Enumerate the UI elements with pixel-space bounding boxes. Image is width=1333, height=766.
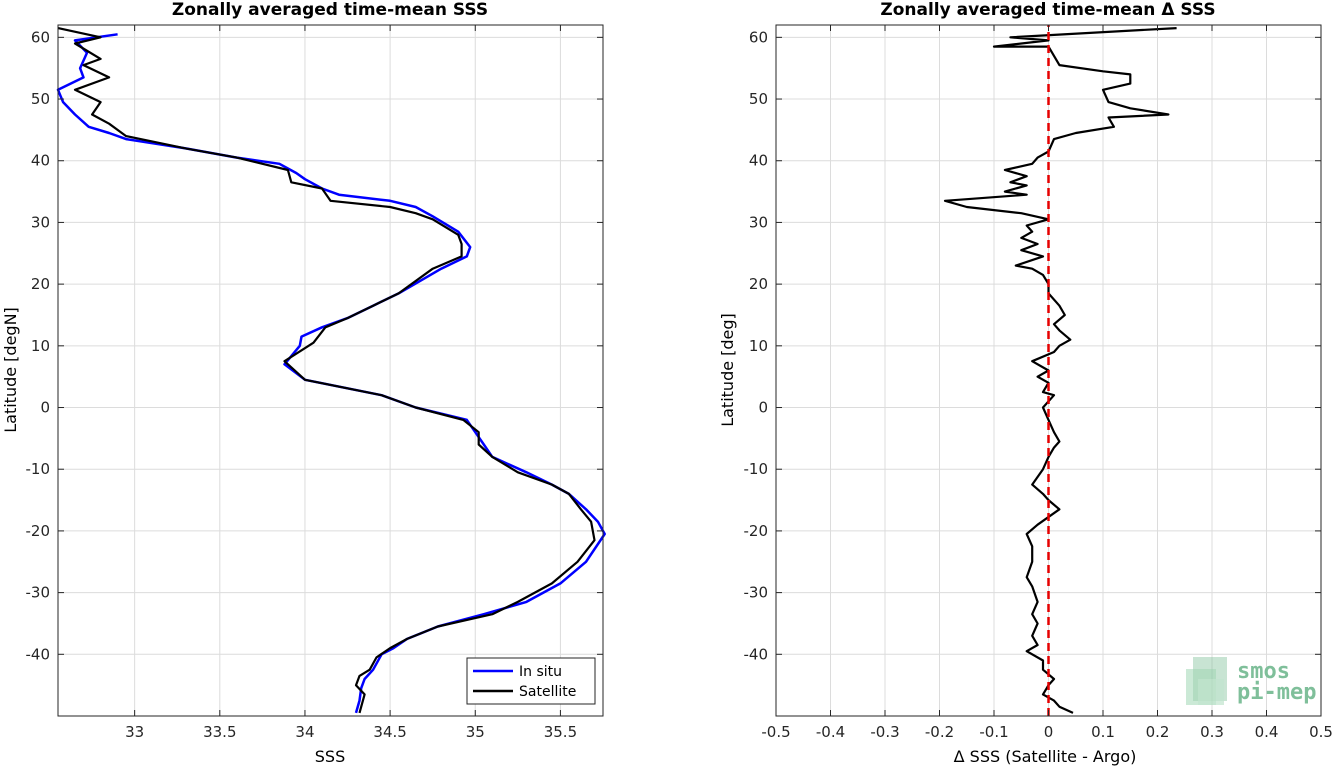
y-tick-label: 20 xyxy=(749,275,768,293)
y-tick-label: -40 xyxy=(26,645,51,663)
left-panel: 33 33.5 34 34.5 35 35.5 60 50 40 30 20 10 0 -10 -20 -30… xyxy=(1,0,606,766)
right-title: Zonally averaged time-mean Δ SSS xyxy=(880,0,1215,20)
x-tick-label: -0.1 xyxy=(979,723,1008,741)
left-ylabel: Latitude [degN] xyxy=(1,307,20,433)
x-tick-label: -0.4 xyxy=(816,723,845,741)
legend-label-satellite: Satellite xyxy=(519,684,576,700)
legend-box xyxy=(466,657,596,705)
y-tick-label: 60 xyxy=(749,28,768,46)
x-tick-label: -0.3 xyxy=(870,723,899,741)
y-tick-label: -30 xyxy=(26,584,51,602)
logo-mark-icon xyxy=(1186,657,1227,705)
y-tick-label: 30 xyxy=(31,213,50,231)
left-title: Zonally averaged time-mean SSS xyxy=(172,0,488,20)
x-tick-label: 0.1 xyxy=(1091,723,1115,741)
satellite-line xyxy=(57,27,596,714)
y-tick-label: -30 xyxy=(744,584,769,602)
x-tick-label: 0.2 xyxy=(1146,723,1170,741)
x-tick-label: 0.5 xyxy=(1309,723,1333,741)
logo-text-smos: smos xyxy=(1237,659,1290,684)
left-plot-area xyxy=(58,25,603,716)
x-tick-label: 0.3 xyxy=(1200,723,1224,741)
x-tick-label: 35 xyxy=(466,723,485,741)
y-tick-label: 20 xyxy=(31,275,50,293)
y-tick-label: 60 xyxy=(31,28,50,46)
x-tick-label: 0 xyxy=(1044,723,1054,741)
left-lines xyxy=(56,27,606,714)
y-tick-label: 40 xyxy=(31,152,50,170)
y-tick-label: -20 xyxy=(744,522,769,540)
right-ylabel: Latitude [deg] xyxy=(718,313,737,427)
x-tick-label: 33 xyxy=(125,723,144,741)
y-tick-label: 0 xyxy=(40,399,50,417)
x-tick-label: -0.5 xyxy=(761,723,790,741)
y-tick-label: -10 xyxy=(744,460,769,478)
y-tick-label: -40 xyxy=(744,645,769,663)
x-tick-label: 0.4 xyxy=(1255,723,1279,741)
y-tick-label: -10 xyxy=(26,460,51,478)
x-tick-label: 33.5 xyxy=(203,723,236,741)
series-0-line xyxy=(943,27,1177,714)
left-ticks: 33 33.5 34 34.5 35 35.5 60 50 40 30 20 10 0 -10 -20 -30… xyxy=(26,25,603,741)
y-tick-label: -20 xyxy=(26,522,51,540)
x-tick-label: 35.5 xyxy=(544,723,577,741)
x-tick-label: 34 xyxy=(295,723,314,741)
y-tick-label: 10 xyxy=(749,337,768,355)
y-tick-label: 10 xyxy=(31,337,50,355)
logo-text-pi-mep: pi-mep xyxy=(1237,680,1316,705)
y-tick-label: 50 xyxy=(31,90,50,108)
y-tick-label: 0 xyxy=(758,399,768,417)
right-xlabel: Δ SSS (Satellite - Argo) xyxy=(954,747,1137,766)
smos-pi-mep-logo: smos pi-mep xyxy=(1186,657,1316,705)
right-ticks: -0.5 -0.4 -0.3 -0.2 -0.1 0 0.1 0.2 0.3 0.4 0.5 60 50… xyxy=(744,25,1333,741)
right-lines xyxy=(943,25,1177,716)
legend: In situ Satellite xyxy=(466,657,596,705)
x-tick-label: 34.5 xyxy=(373,723,406,741)
legend-label-in-situ: In situ xyxy=(519,664,562,680)
left-xlabel: SSS xyxy=(315,747,345,766)
y-tick-label: 40 xyxy=(749,152,768,170)
y-tick-label: 30 xyxy=(749,213,768,231)
y-tick-label: 50 xyxy=(749,90,768,108)
right-panel: -0.5 -0.4 -0.3 -0.2 -0.1 0 0.1 0.2 0.3 0.4 0.5 60 50… xyxy=(718,0,1333,766)
left-axes-box xyxy=(57,24,604,717)
x-tick-label: -0.2 xyxy=(925,723,954,741)
